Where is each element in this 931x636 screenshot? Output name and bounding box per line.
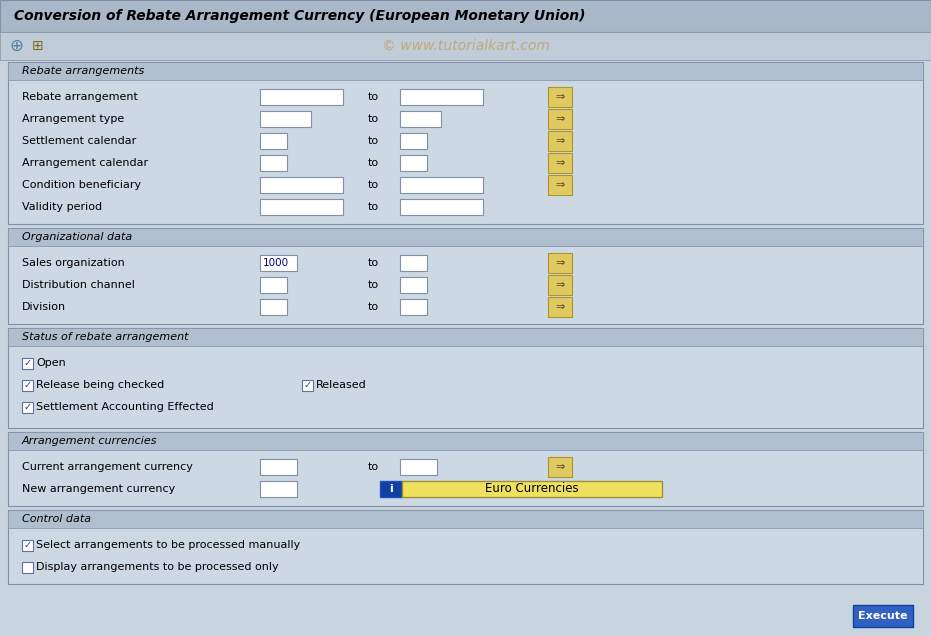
FancyBboxPatch shape: [260, 255, 297, 271]
Text: i: i: [389, 484, 393, 494]
FancyBboxPatch shape: [400, 277, 427, 293]
FancyBboxPatch shape: [548, 131, 572, 151]
FancyBboxPatch shape: [548, 457, 572, 477]
FancyBboxPatch shape: [260, 89, 343, 105]
Text: ⇒: ⇒: [555, 302, 565, 312]
Text: ⇒: ⇒: [555, 158, 565, 168]
FancyBboxPatch shape: [548, 175, 572, 195]
FancyBboxPatch shape: [402, 481, 662, 497]
Text: to: to: [368, 462, 379, 472]
Text: to: to: [368, 302, 379, 312]
Text: Rebate arrangements: Rebate arrangements: [22, 66, 144, 76]
FancyBboxPatch shape: [8, 432, 923, 450]
Text: ⇒: ⇒: [555, 462, 565, 472]
FancyBboxPatch shape: [400, 199, 483, 215]
FancyBboxPatch shape: [260, 177, 343, 193]
Text: ✓: ✓: [23, 358, 32, 368]
FancyBboxPatch shape: [8, 510, 923, 584]
Text: ⇒: ⇒: [555, 258, 565, 268]
FancyBboxPatch shape: [302, 380, 313, 391]
Text: Settlement calendar: Settlement calendar: [22, 136, 136, 146]
Text: ⇒: ⇒: [555, 180, 565, 190]
Text: Control data: Control data: [22, 514, 91, 524]
Text: ⊕: ⊕: [9, 37, 23, 55]
FancyBboxPatch shape: [548, 153, 572, 173]
FancyBboxPatch shape: [8, 228, 923, 246]
Text: Division: Division: [22, 302, 66, 312]
Text: to: to: [368, 114, 379, 124]
Text: © www.tutorialkart.com: © www.tutorialkart.com: [382, 39, 549, 53]
Text: ✓: ✓: [23, 540, 32, 550]
FancyBboxPatch shape: [22, 357, 33, 368]
Text: ⇒: ⇒: [555, 92, 565, 102]
Text: Execute: Execute: [858, 611, 908, 621]
Text: Sales organization: Sales organization: [22, 258, 125, 268]
Text: Distribution channel: Distribution channel: [22, 280, 135, 290]
FancyBboxPatch shape: [548, 109, 572, 129]
FancyBboxPatch shape: [260, 111, 311, 127]
Text: ⇒: ⇒: [555, 136, 565, 146]
Text: Current arrangement currency: Current arrangement currency: [22, 462, 193, 472]
FancyBboxPatch shape: [260, 481, 297, 497]
Text: New arrangement currency: New arrangement currency: [22, 484, 175, 494]
Text: to: to: [368, 258, 379, 268]
FancyBboxPatch shape: [400, 459, 437, 475]
FancyBboxPatch shape: [8, 228, 923, 324]
FancyBboxPatch shape: [260, 277, 287, 293]
Text: ⊞: ⊞: [33, 39, 44, 53]
FancyBboxPatch shape: [400, 133, 427, 149]
FancyBboxPatch shape: [548, 87, 572, 107]
Text: ⇒: ⇒: [555, 114, 565, 124]
Text: Arrangement type: Arrangement type: [22, 114, 124, 124]
FancyBboxPatch shape: [8, 510, 923, 528]
Text: Settlement Accounting Effected: Settlement Accounting Effected: [36, 402, 214, 412]
FancyBboxPatch shape: [22, 380, 33, 391]
Text: ✓: ✓: [23, 402, 32, 412]
Text: ✓: ✓: [304, 380, 312, 390]
Text: Validity period: Validity period: [22, 202, 102, 212]
FancyBboxPatch shape: [260, 199, 343, 215]
Text: to: to: [368, 180, 379, 190]
Text: to: to: [368, 92, 379, 102]
FancyBboxPatch shape: [260, 155, 287, 171]
FancyBboxPatch shape: [400, 155, 427, 171]
Text: Rebate arrangement: Rebate arrangement: [22, 92, 138, 102]
Text: Organizational data: Organizational data: [22, 232, 132, 242]
FancyBboxPatch shape: [0, 0, 931, 32]
Text: ✓: ✓: [23, 380, 32, 390]
FancyBboxPatch shape: [400, 177, 483, 193]
FancyBboxPatch shape: [400, 111, 441, 127]
FancyBboxPatch shape: [260, 299, 287, 315]
Text: Status of rebate arrangement: Status of rebate arrangement: [22, 332, 188, 342]
FancyBboxPatch shape: [548, 297, 572, 317]
Text: to: to: [368, 136, 379, 146]
FancyBboxPatch shape: [8, 588, 923, 636]
FancyBboxPatch shape: [22, 562, 33, 572]
Text: Released: Released: [316, 380, 367, 390]
FancyBboxPatch shape: [8, 62, 923, 80]
FancyBboxPatch shape: [8, 328, 923, 346]
Text: Euro Currencies: Euro Currencies: [485, 483, 579, 495]
FancyBboxPatch shape: [8, 432, 923, 506]
Text: Open: Open: [36, 358, 66, 368]
Text: Display arrangements to be processed only: Display arrangements to be processed onl…: [36, 562, 278, 572]
FancyBboxPatch shape: [260, 459, 297, 475]
FancyBboxPatch shape: [400, 89, 483, 105]
FancyBboxPatch shape: [400, 299, 427, 315]
Text: Condition beneficiary: Condition beneficiary: [22, 180, 142, 190]
Text: 1000: 1000: [263, 258, 290, 268]
Text: to: to: [368, 202, 379, 212]
FancyBboxPatch shape: [548, 253, 572, 273]
Text: Select arrangements to be processed manually: Select arrangements to be processed manu…: [36, 540, 301, 550]
Text: Arrangement currencies: Arrangement currencies: [22, 436, 157, 446]
Text: to: to: [368, 158, 379, 168]
FancyBboxPatch shape: [22, 539, 33, 551]
Text: Arrangement calendar: Arrangement calendar: [22, 158, 148, 168]
FancyBboxPatch shape: [400, 255, 427, 271]
Text: to: to: [368, 280, 379, 290]
Text: ⇒: ⇒: [555, 280, 565, 290]
Text: Conversion of Rebate Arrangement Currency (European Monetary Union): Conversion of Rebate Arrangement Currenc…: [14, 9, 586, 23]
FancyBboxPatch shape: [548, 275, 572, 295]
FancyBboxPatch shape: [260, 133, 287, 149]
